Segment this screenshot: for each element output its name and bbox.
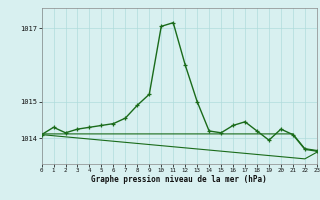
X-axis label: Graphe pression niveau de la mer (hPa): Graphe pression niveau de la mer (hPa) [91, 175, 267, 184]
